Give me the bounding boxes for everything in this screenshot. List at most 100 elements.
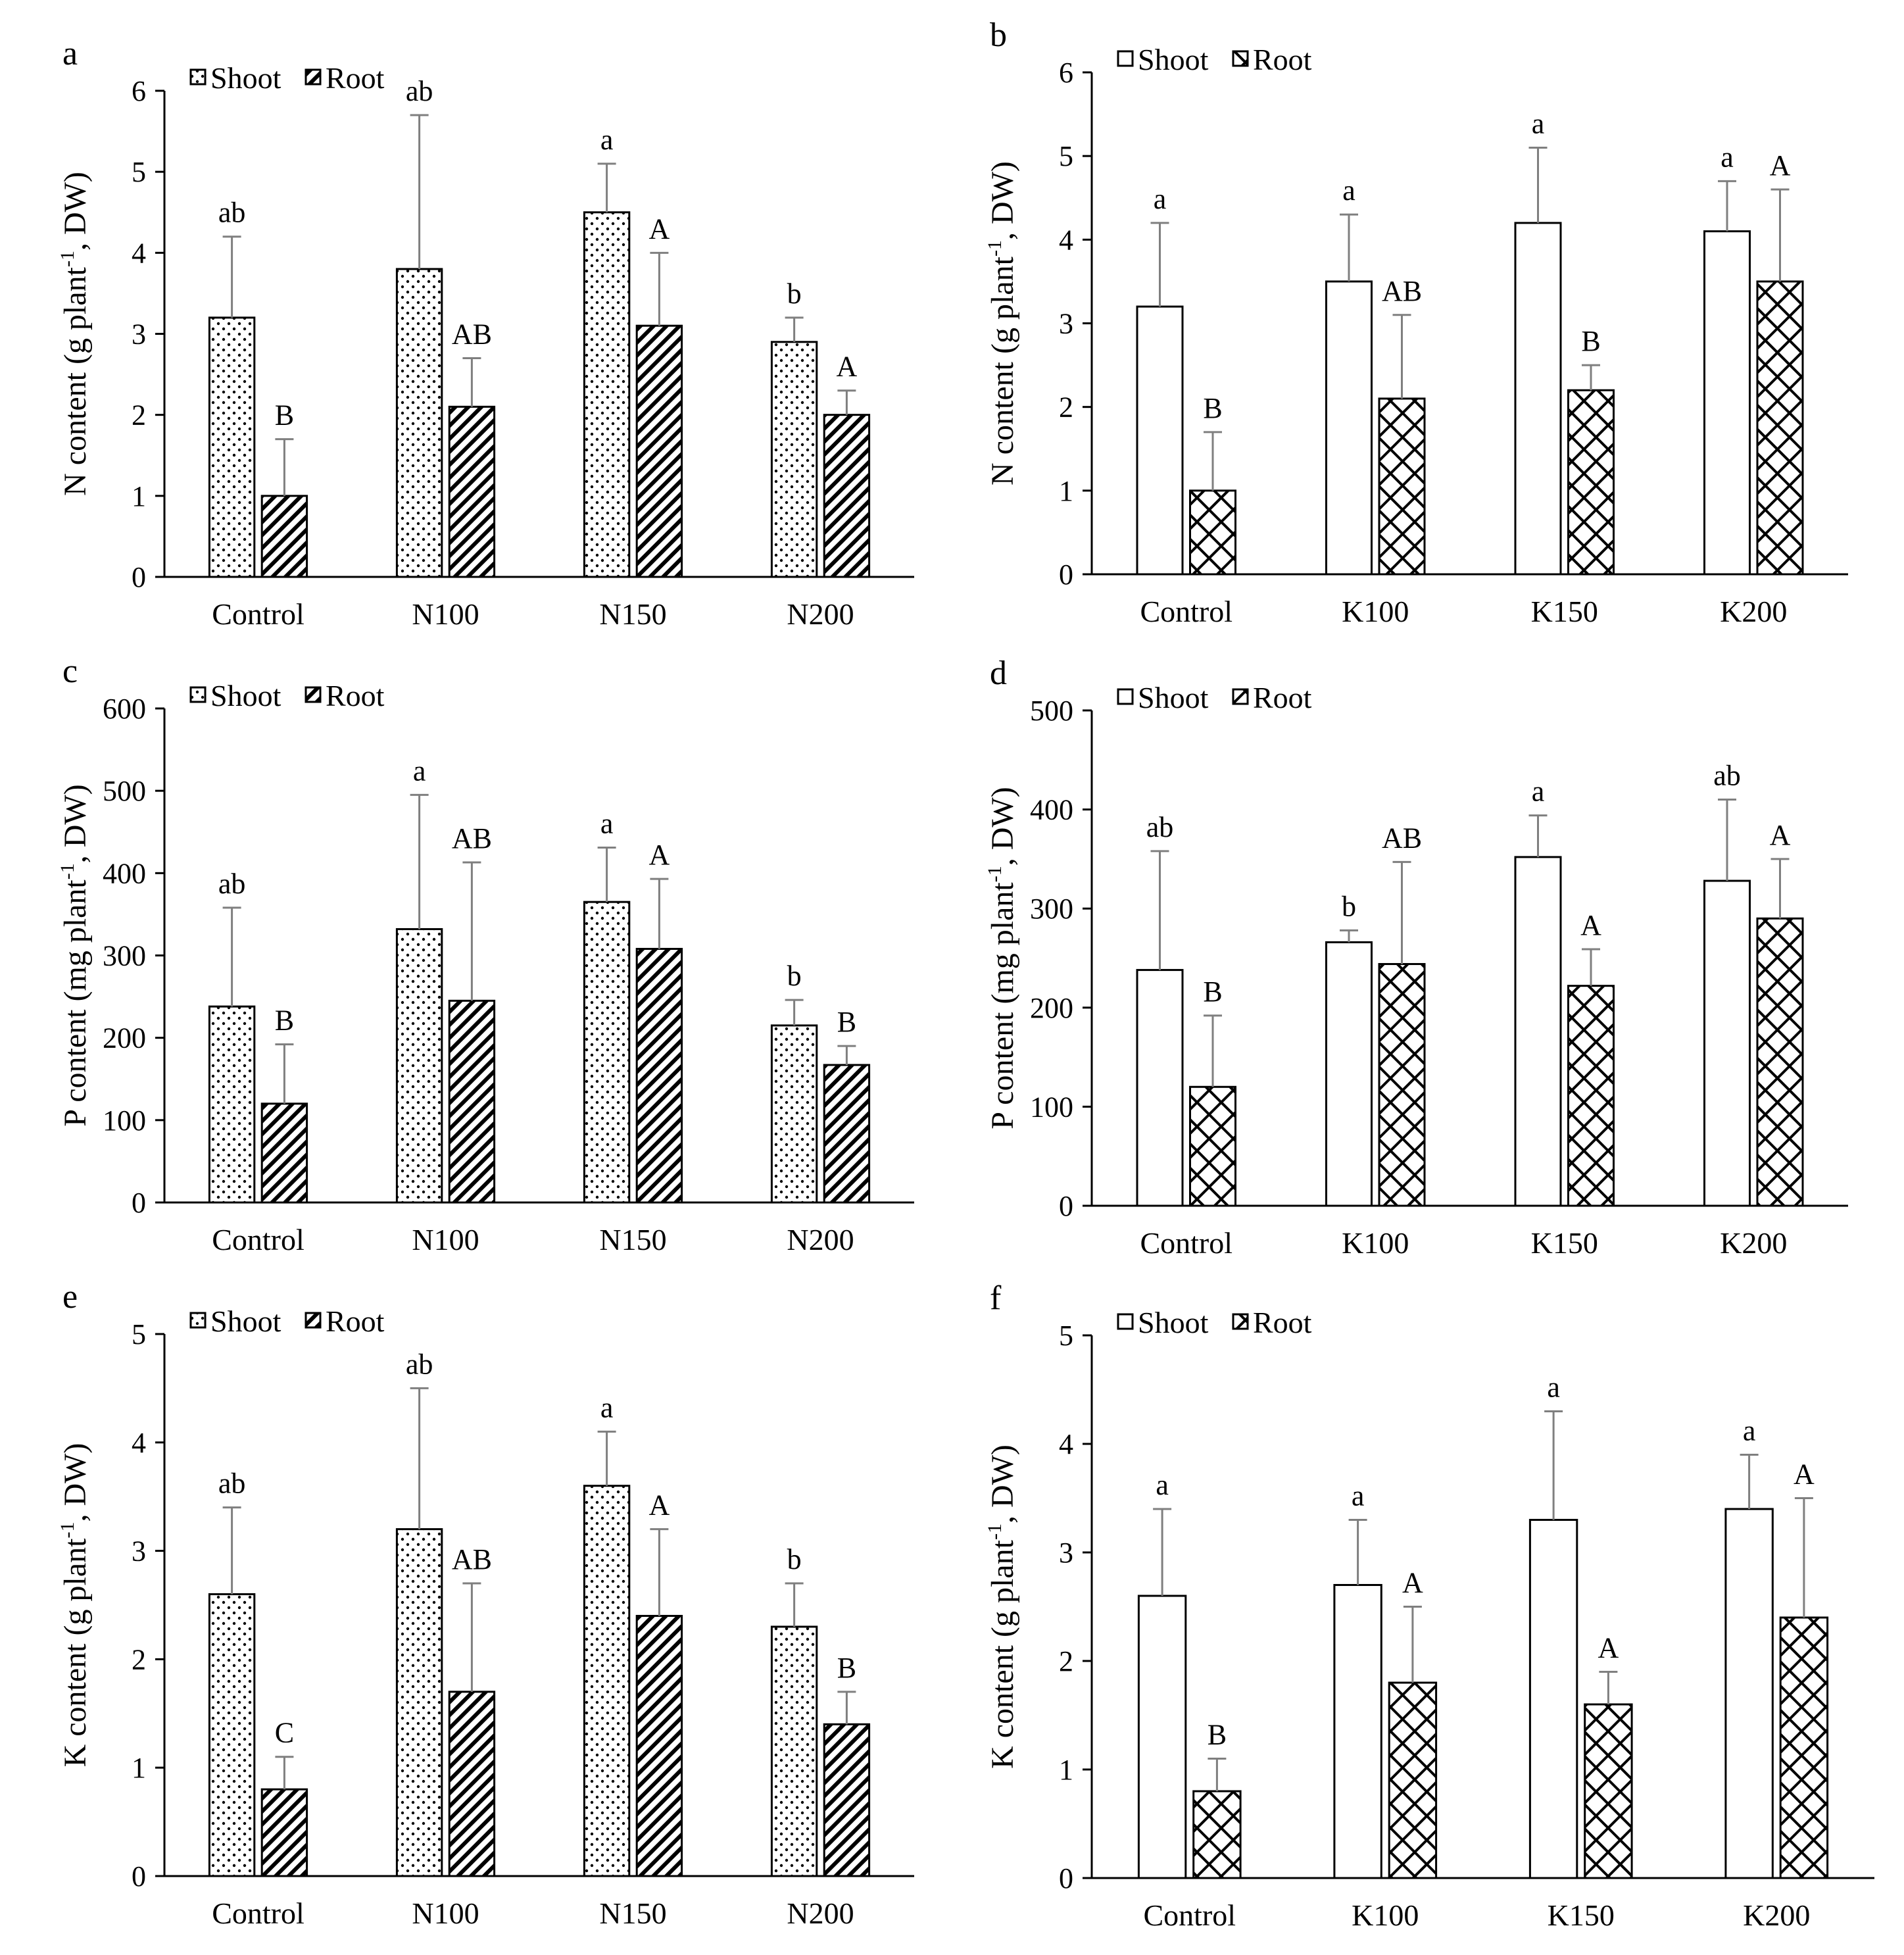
y-tick-label: 300 bbox=[1030, 893, 1073, 925]
legend-label: Root bbox=[1253, 1306, 1312, 1339]
panel-f: f 0 1 2 3 4 5 K content (g plant-1, DW) Control a… bbox=[984, 1279, 1874, 1932]
significance-label: ab bbox=[1146, 811, 1174, 843]
significance-label: AB bbox=[452, 822, 492, 854]
bar-shoot bbox=[1703, 230, 1751, 576]
bar-root bbox=[1192, 1790, 1242, 1879]
panels: a 0 1 2 3 4 5 6 N content (g plant-1, DW) Control… bbox=[57, 16, 1874, 1932]
significance-label: C bbox=[275, 1717, 294, 1749]
x-category-label: N100 bbox=[412, 1223, 479, 1256]
panel-e: e 0 1 2 3 4 5 K content (g plant-1, DW) Control a… bbox=[57, 1278, 914, 1930]
significance-label: B bbox=[275, 1004, 294, 1037]
legend-swatch bbox=[305, 68, 322, 86]
bar-shoot bbox=[770, 1024, 818, 1204]
y-tick-label: 0 bbox=[132, 561, 146, 593]
bar-root bbox=[1388, 1681, 1438, 1879]
bar-root bbox=[1378, 963, 1426, 1207]
y-tick-label: 3 bbox=[1059, 308, 1073, 340]
significance-label: A bbox=[1598, 1632, 1619, 1664]
y-tick-label: 1 bbox=[1059, 1754, 1073, 1786]
x-category-label: K200 bbox=[1720, 595, 1787, 628]
bar-shoot bbox=[1528, 1519, 1578, 1879]
significance-label: A bbox=[1770, 819, 1791, 851]
x-category-label: K150 bbox=[1531, 595, 1598, 628]
y-axis-label: P content (mg plant-1, DW) bbox=[984, 787, 1020, 1129]
significance-label: A bbox=[649, 1489, 670, 1522]
y-tick-label: 3 bbox=[1059, 1537, 1073, 1569]
significance-label: B bbox=[275, 399, 294, 432]
bar-root bbox=[260, 495, 308, 578]
y-tick-label: 300 bbox=[103, 940, 146, 972]
bar-shoot bbox=[583, 1485, 631, 1877]
y-tick-label: 200 bbox=[103, 1022, 146, 1054]
y-tick-label: 500 bbox=[1030, 695, 1073, 727]
significance-label: a bbox=[1721, 141, 1734, 173]
y-tick-label: 2 bbox=[1059, 391, 1073, 424]
significance-label: ab bbox=[218, 1468, 246, 1500]
bar-shoot bbox=[1137, 1595, 1187, 1879]
y-tick-label: 0 bbox=[1059, 1862, 1073, 1894]
bar-root bbox=[1189, 1085, 1236, 1207]
y-tick-label: 100 bbox=[103, 1104, 146, 1137]
y-tick-label: 2 bbox=[132, 1643, 146, 1675]
legend-swatch bbox=[1117, 50, 1134, 67]
y-axis-label: P content (mg plant-1, DW) bbox=[57, 784, 93, 1126]
bar-shoot bbox=[395, 268, 443, 578]
significance-label: ab bbox=[1713, 760, 1741, 792]
significance-label: b bbox=[787, 1543, 802, 1575]
bar-root bbox=[1779, 1616, 1829, 1879]
legend-swatch bbox=[305, 1312, 322, 1329]
x-category-label: K100 bbox=[1352, 1898, 1419, 1932]
y-tick-label: 500 bbox=[103, 775, 146, 807]
y-tick-label: 5 bbox=[1059, 140, 1073, 172]
panel-letter: e bbox=[62, 1278, 78, 1316]
panel-letter: f bbox=[990, 1279, 1002, 1317]
y-axis-label: K content (g plant-1, DW) bbox=[57, 1443, 93, 1768]
panel-letter: a bbox=[62, 35, 78, 72]
bar-shoot bbox=[1514, 856, 1562, 1207]
significance-label: A bbox=[1402, 1567, 1423, 1599]
y-tick-label: 3 bbox=[132, 1535, 146, 1568]
significance-label: AB bbox=[1382, 275, 1422, 307]
legend-swatch bbox=[1232, 1313, 1249, 1330]
legend-label: Root bbox=[326, 61, 385, 95]
y-tick-label: 5 bbox=[132, 1318, 146, 1350]
x-category-label: N100 bbox=[412, 1896, 479, 1930]
bar-root bbox=[635, 947, 683, 1204]
bar-shoot bbox=[395, 1528, 443, 1877]
legend-swatch bbox=[189, 68, 207, 86]
significance-label: a bbox=[1352, 1480, 1365, 1512]
significance-label: ab bbox=[218, 197, 246, 229]
legend-label: Root bbox=[1253, 43, 1312, 76]
legend: Shoot Root bbox=[189, 61, 385, 95]
x-category-label: Control bbox=[212, 1223, 305, 1256]
legend-label: Shoot bbox=[210, 1304, 281, 1338]
significance-label: a bbox=[1547, 1372, 1560, 1404]
bar-root bbox=[1189, 489, 1236, 576]
legend-swatch bbox=[1232, 50, 1249, 67]
bar-shoot bbox=[583, 211, 631, 578]
x-category-label: N150 bbox=[599, 1896, 666, 1930]
bar-root bbox=[823, 414, 871, 578]
bar-root bbox=[448, 405, 496, 578]
significance-label: B bbox=[837, 1006, 856, 1038]
y-tick-label: 2 bbox=[132, 399, 146, 432]
bar-root bbox=[260, 1102, 308, 1204]
panel-b: b 0 1 2 3 4 5 6 N content (g plant-1, DW) Control… bbox=[984, 16, 1848, 628]
bar-shoot bbox=[1703, 879, 1751, 1207]
x-category-label: N150 bbox=[599, 597, 666, 631]
bar-shoot bbox=[1325, 941, 1373, 1207]
bar-root bbox=[448, 1691, 496, 1877]
y-tick-label: 2 bbox=[1059, 1645, 1073, 1677]
bar-shoot bbox=[583, 901, 631, 1204]
significance-label: a bbox=[1156, 1469, 1169, 1501]
significance-label: A bbox=[649, 839, 670, 871]
y-tick-label: 400 bbox=[103, 857, 146, 889]
panel-letter: d bbox=[990, 655, 1007, 692]
y-axis-label: N content (g plant-1, DW) bbox=[984, 161, 1020, 485]
legend-label: Shoot bbox=[1138, 43, 1209, 76]
y-tick-label: 5 bbox=[132, 156, 146, 188]
legend-swatch bbox=[189, 1312, 207, 1329]
legend: Shoot Root bbox=[1117, 681, 1312, 714]
legend: Shoot Root bbox=[189, 679, 385, 712]
